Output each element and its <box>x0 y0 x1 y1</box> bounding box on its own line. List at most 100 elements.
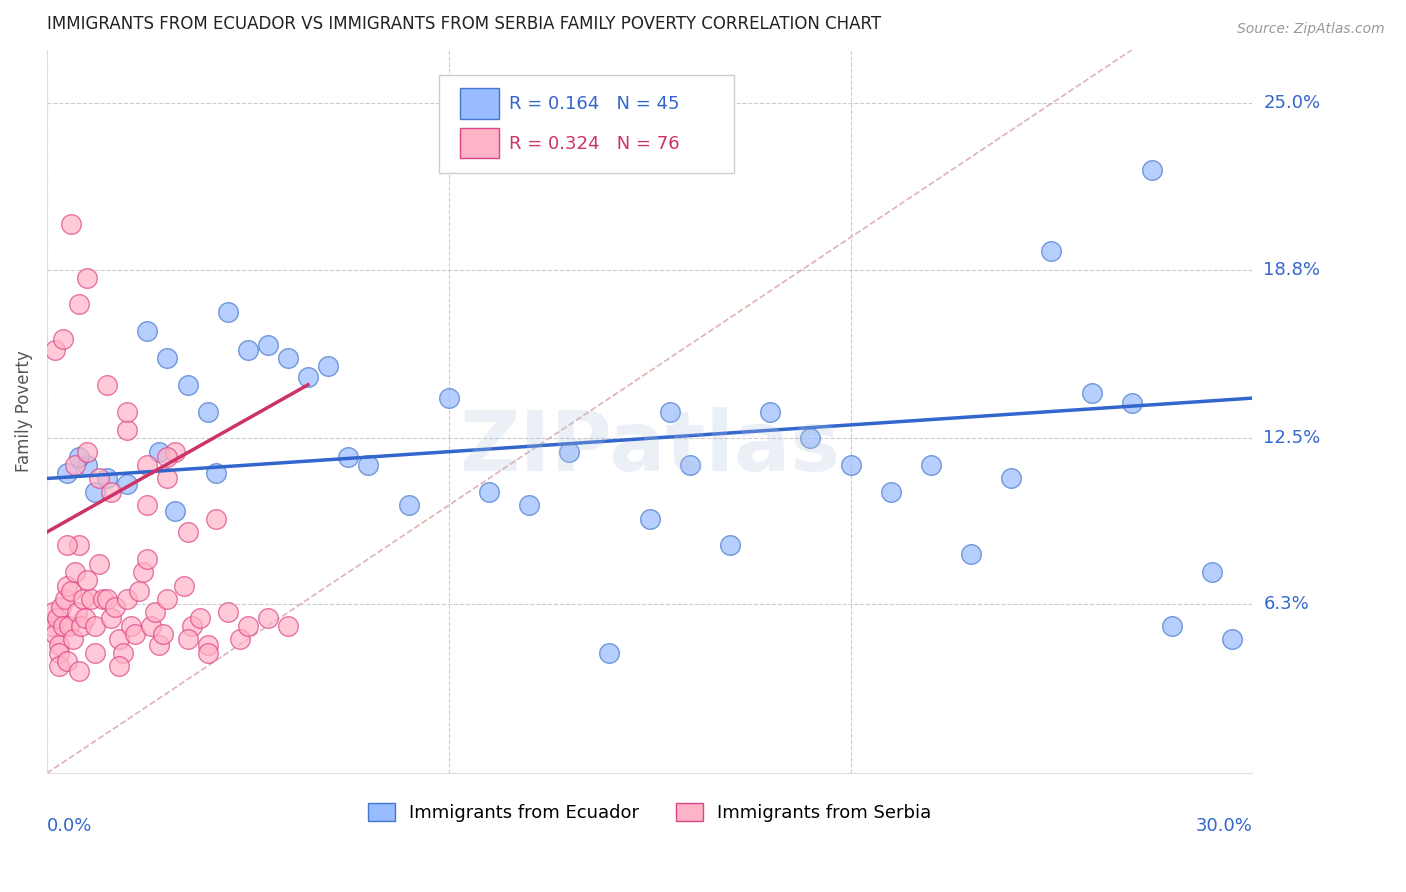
Text: R = 0.324   N = 76: R = 0.324 N = 76 <box>509 135 679 153</box>
Point <box>558 444 581 458</box>
Point <box>478 484 501 499</box>
Point <box>277 619 299 633</box>
Point <box>84 619 107 633</box>
Point <box>56 654 79 668</box>
Point <box>62 632 84 647</box>
Point <box>148 638 170 652</box>
Y-axis label: Family Poverty: Family Poverty <box>15 351 32 473</box>
Point <box>156 592 179 607</box>
Point <box>141 619 163 633</box>
Point <box>176 632 198 647</box>
Point <box>76 270 98 285</box>
Point <box>63 458 86 472</box>
Point <box>173 579 195 593</box>
Point <box>117 404 139 418</box>
Point <box>52 619 75 633</box>
Text: 12.5%: 12.5% <box>1264 429 1320 447</box>
Point <box>48 646 70 660</box>
Point <box>718 539 741 553</box>
Text: 30.0%: 30.0% <box>1195 816 1253 835</box>
Point <box>277 351 299 365</box>
Point <box>56 466 79 480</box>
Point <box>217 305 239 319</box>
Point <box>1161 619 1184 633</box>
Point <box>1220 632 1243 647</box>
Point <box>204 511 226 525</box>
Point <box>53 592 76 607</box>
Point <box>45 611 67 625</box>
Point <box>120 619 142 633</box>
Point <box>1121 396 1143 410</box>
Point <box>136 552 159 566</box>
Point <box>89 471 111 485</box>
Point <box>799 431 821 445</box>
Point <box>759 404 782 418</box>
Point <box>517 498 540 512</box>
Point <box>70 619 93 633</box>
Point <box>1140 163 1163 178</box>
Point <box>176 377 198 392</box>
Point <box>180 619 202 633</box>
Point <box>104 600 127 615</box>
Point <box>117 423 139 437</box>
Point <box>156 471 179 485</box>
Text: 25.0%: 25.0% <box>1264 95 1320 112</box>
Point <box>598 646 620 660</box>
FancyBboxPatch shape <box>460 88 499 119</box>
Point <box>108 632 131 647</box>
Point <box>96 471 118 485</box>
Legend: Immigrants from Ecuador, Immigrants from Serbia: Immigrants from Ecuador, Immigrants from… <box>361 796 939 830</box>
Point <box>357 458 380 472</box>
Point <box>297 369 319 384</box>
Point <box>197 638 219 652</box>
Point <box>56 539 79 553</box>
Point <box>89 558 111 572</box>
Point <box>156 450 179 464</box>
Point <box>67 539 90 553</box>
Point <box>49 600 72 615</box>
Point <box>100 484 122 499</box>
Point <box>136 498 159 512</box>
Point <box>42 606 65 620</box>
Point <box>84 646 107 660</box>
Point <box>960 547 983 561</box>
Text: 0.0%: 0.0% <box>46 816 93 835</box>
Point <box>80 592 103 607</box>
Point <box>63 566 86 580</box>
Point <box>257 337 280 351</box>
Point <box>91 592 114 607</box>
Point <box>58 619 80 633</box>
Point <box>72 592 94 607</box>
Point <box>59 584 82 599</box>
Point <box>398 498 420 512</box>
Point <box>117 476 139 491</box>
Point <box>156 351 179 365</box>
Point <box>59 217 82 231</box>
Point <box>66 606 89 620</box>
Point <box>316 359 339 373</box>
Point <box>197 646 219 660</box>
FancyBboxPatch shape <box>460 128 499 159</box>
Point <box>48 659 70 673</box>
FancyBboxPatch shape <box>439 75 734 173</box>
Text: 6.3%: 6.3% <box>1264 595 1309 614</box>
Text: ZIPatlas: ZIPatlas <box>460 407 841 488</box>
Point <box>236 343 259 357</box>
Point <box>100 611 122 625</box>
Point <box>84 484 107 499</box>
Point <box>112 646 135 660</box>
Point <box>165 444 187 458</box>
Point <box>337 450 360 464</box>
Point <box>39 619 62 633</box>
Point <box>1080 385 1102 400</box>
Point <box>658 404 681 418</box>
Point <box>176 524 198 539</box>
Point <box>76 458 98 472</box>
Point <box>128 584 150 599</box>
Point <box>236 619 259 633</box>
Point <box>56 579 79 593</box>
Point <box>920 458 942 472</box>
Point <box>145 606 167 620</box>
Point <box>96 592 118 607</box>
Text: Source: ZipAtlas.com: Source: ZipAtlas.com <box>1237 22 1385 37</box>
